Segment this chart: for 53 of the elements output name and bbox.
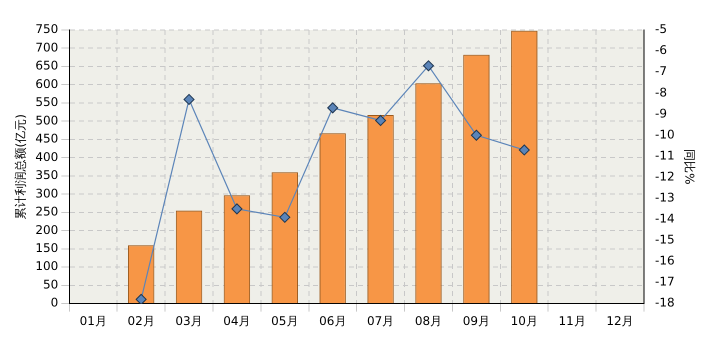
y-tick-label: 300 (35, 186, 58, 200)
y2-tick-label: -12 (655, 169, 675, 184)
x-tick-label: 11月 (558, 314, 586, 328)
y2-tick-label: -15 (655, 232, 675, 247)
y2-tick-label: -11 (655, 148, 675, 162)
x-tick-label: 09月 (462, 314, 490, 328)
y2-tick-label: -14 (655, 212, 675, 226)
y-tick-label: 450 (35, 132, 58, 146)
y2-tick-label: -10 (655, 127, 675, 142)
y-tick-label: 100 (35, 259, 58, 274)
point (518, 144, 530, 156)
y-tick-label: 650 (35, 58, 58, 73)
point (279, 212, 290, 223)
point (231, 203, 242, 214)
x-tick-label: 12月 (606, 314, 634, 328)
y2-tick-label: -16 (655, 254, 675, 268)
x-tick-label: 10月 (510, 314, 538, 328)
y2-tick-label: -5 (655, 22, 667, 36)
x-tick-label: 05月 (271, 314, 298, 328)
x-tick-label: 02月 (128, 314, 155, 328)
y2-axis-title: 同比% (682, 149, 697, 185)
x-tick-label: 08月 (414, 314, 442, 328)
x-tick-label: 07月 (366, 314, 394, 328)
x-tick-label: 04月 (223, 314, 251, 328)
y2-tick-label: -17 (655, 274, 675, 289)
y-tick-label: 200 (35, 222, 58, 237)
x-tick-label: 03月 (175, 314, 203, 328)
y-tick-label: 0 (50, 296, 58, 310)
x-tick-label: 01月 (80, 314, 107, 328)
y-tick-label: 400 (35, 150, 58, 164)
y-tick-label: 750 (35, 22, 58, 36)
y-tick-label: 150 (35, 241, 58, 256)
point (327, 102, 338, 114)
y2-tick-label: -18 (655, 296, 675, 310)
y2-tick-label: -6 (655, 43, 667, 58)
y-tick-label: 350 (35, 168, 58, 182)
y-tick-label: 600 (35, 76, 58, 91)
y2-tick-label: -8 (655, 85, 667, 100)
x-tick-label: 06月 (319, 314, 346, 328)
y-tick-label: 250 (35, 204, 58, 219)
point (375, 115, 386, 126)
y2-tick-label: -7 (655, 64, 667, 78)
y-axis-title: 累计利润总额(亿元) (13, 114, 28, 220)
y-tick-label: 700 (35, 40, 58, 54)
y2-tick-label: -9 (655, 106, 667, 120)
y2-tick-label: -13 (655, 190, 675, 204)
y-tick-label: 500 (35, 113, 58, 128)
point (470, 130, 482, 141)
point (136, 294, 147, 304)
point (422, 60, 434, 72)
y-tick-label: 550 (35, 95, 58, 110)
y-tick-label: 50 (43, 277, 58, 292)
point (184, 94, 195, 105)
